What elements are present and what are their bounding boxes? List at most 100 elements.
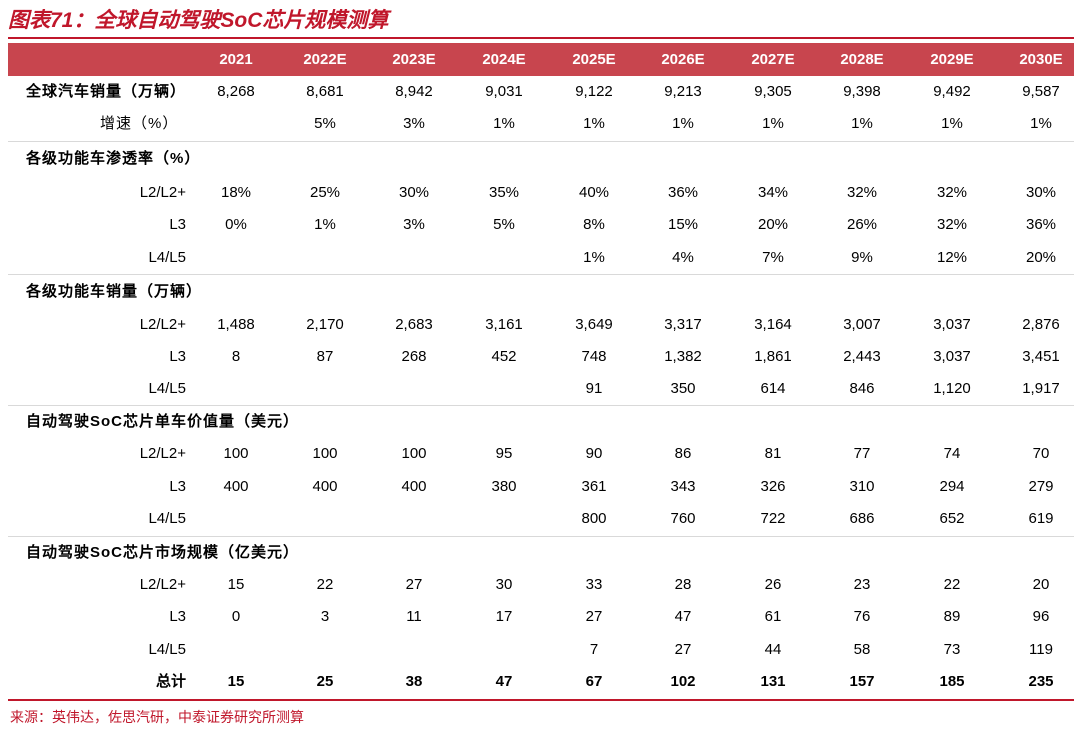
- table-cell: 25%: [309, 184, 341, 201]
- table-cell: 23: [853, 576, 871, 593]
- table-cell: 3%: [403, 115, 425, 132]
- table-cell: 58: [853, 641, 871, 658]
- row-divider: [8, 536, 1074, 537]
- table-cell: 17: [495, 608, 513, 625]
- table-cell: 326: [760, 478, 786, 495]
- table-cell: 30%: [1025, 184, 1057, 201]
- table-cell: 9,492: [933, 83, 971, 100]
- table-cell: 380: [491, 478, 517, 495]
- table-cell: 32%: [936, 216, 968, 233]
- table-row: L2/L2+ 15 22 27 30 33 28 26 23 22 20: [8, 569, 1074, 601]
- table-cell: 2,876: [1022, 316, 1060, 333]
- table-cell: 619: [1028, 510, 1054, 527]
- table-cell: 67: [585, 673, 603, 690]
- table-cell: 8,268: [217, 83, 255, 100]
- table-cell: 400: [223, 478, 249, 495]
- table-cell: 1%: [762, 115, 784, 132]
- row-label: 自动驾驶SoC芯片市场规模（亿美元）: [26, 544, 300, 561]
- table-row: L4/L5 1% 4% 7% 9% 12% 20%: [8, 242, 1074, 274]
- table-cell: 77: [853, 445, 871, 462]
- table-cell: 12%: [936, 249, 968, 266]
- table-cell: 95: [495, 445, 513, 462]
- table-cell: 3,164: [754, 316, 792, 333]
- table-row: L2/L2+ 18% 25% 30% 35% 40% 36% 34% 32% 32% 30%: [8, 177, 1074, 209]
- table-cell: 3: [320, 608, 330, 625]
- table-cell: 8,942: [395, 83, 433, 100]
- table-cell: 76: [853, 608, 871, 625]
- table-cell: 100: [223, 445, 249, 462]
- table-row: 增速（%） 5% 3% 1% 1% 1% 1% 1% 1% 1%: [8, 108, 1074, 140]
- table-cell: 343: [670, 478, 696, 495]
- table-cell: 27: [674, 641, 692, 658]
- row-label: 各级功能车渗透率（%）: [26, 150, 201, 167]
- row-label: L3: [169, 348, 186, 365]
- table-cell: 9,031: [485, 83, 523, 100]
- table-cell: 3,649: [575, 316, 613, 333]
- table-cell: 1%: [1030, 115, 1052, 132]
- table-cell: 30: [495, 576, 513, 593]
- column-header-2030e: 2030E: [1019, 51, 1063, 68]
- row-label: L2/L2+: [139, 184, 186, 201]
- table-cell: 22: [316, 576, 334, 593]
- table-cell: 26%: [846, 216, 878, 233]
- table-cell: 8,681: [306, 83, 344, 100]
- table-cell: 9,587: [1022, 83, 1060, 100]
- table-cell: 1,488: [217, 316, 255, 333]
- table-cell: 1,917: [1022, 380, 1060, 397]
- table-cell: 8%: [583, 216, 605, 233]
- table-cell: 47: [674, 608, 692, 625]
- table-cell: 846: [849, 380, 875, 397]
- table-cell: 3,161: [485, 316, 523, 333]
- table-cell: 2,443: [843, 348, 881, 365]
- column-header-2023e: 2023E: [392, 51, 436, 68]
- row-label: 各级功能车销量（万辆）: [26, 283, 203, 300]
- table-cell: 2,170: [306, 316, 344, 333]
- table-cell: 70: [1032, 445, 1050, 462]
- row-label: 全球汽车销量（万辆）: [26, 83, 187, 100]
- table-cell: 44: [764, 641, 782, 658]
- table-cell: 3,037: [933, 348, 971, 365]
- table-row: L3 0% 1% 3% 5% 8% 15% 20% 26% 32% 36%: [8, 209, 1074, 241]
- table-header: 2021 2022E 2023E 2024E 2025E 2026E 2027E 2028E 2…: [8, 43, 1074, 76]
- row-label: L4/L5: [148, 380, 186, 397]
- table-cell: 47: [495, 673, 513, 690]
- row-label: L4/L5: [148, 641, 186, 658]
- column-header-2029e: 2029E: [930, 51, 974, 68]
- row-label: L2/L2+: [139, 576, 186, 593]
- table-cell: 61: [764, 608, 782, 625]
- table-cell: 87: [316, 348, 334, 365]
- table-cell: 119: [1029, 641, 1053, 658]
- chart-title: 图表71：全球自动驾驶SoC芯片规模测算: [8, 9, 389, 32]
- row-label: L4/L5: [148, 510, 186, 527]
- row-label: L3: [169, 216, 186, 233]
- table-cell: 22: [943, 576, 961, 593]
- title-rule: [8, 37, 1074, 39]
- column-header-2021: 2021: [219, 51, 253, 68]
- table-row: L2/L2+ 100 100 100 95 90 86 81 77 74 70: [8, 438, 1074, 470]
- table-cell: 3%: [403, 216, 425, 233]
- table-cell: 268: [401, 348, 427, 365]
- table-cell: 11: [406, 608, 422, 625]
- table-cell: 235: [1028, 673, 1054, 690]
- column-header-2027e: 2027E: [751, 51, 795, 68]
- table-cell: 400: [312, 478, 338, 495]
- table-cell: 34%: [757, 184, 789, 201]
- table-cell: 0: [231, 608, 241, 625]
- table-cell: 9,398: [843, 83, 881, 100]
- table-cell: 452: [491, 348, 517, 365]
- table-cell: 15%: [667, 216, 699, 233]
- row-label: 增速（%）: [100, 115, 179, 132]
- table-cell: 1%: [672, 115, 694, 132]
- table-cell: 36%: [667, 184, 699, 201]
- table-cell: 5%: [314, 115, 336, 132]
- table-cell: 7: [589, 641, 599, 658]
- table-cell: 15: [227, 673, 245, 690]
- table-cell: 91: [585, 380, 603, 397]
- table-cell: 26: [764, 576, 782, 593]
- table-cell: 7%: [762, 249, 784, 266]
- table-row: L4/L5 91 350 614 846 1,120 1,917: [8, 373, 1074, 405]
- table-cell: 30%: [398, 184, 430, 201]
- table-cell: 1%: [941, 115, 963, 132]
- table-cell: 20: [1032, 576, 1050, 593]
- table-cell: 748: [581, 348, 607, 365]
